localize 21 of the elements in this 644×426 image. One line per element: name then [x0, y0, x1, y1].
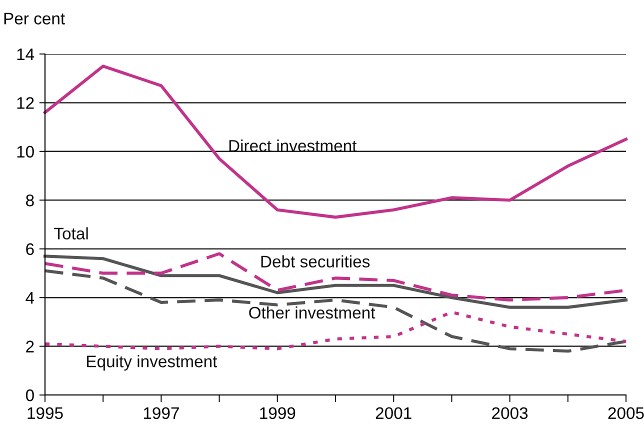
x-tick-label: 1997 — [144, 407, 179, 420]
x-tick-label: 2005 — [608, 407, 644, 420]
series-label: Total — [54, 227, 88, 240]
y-tick-label: 12 — [17, 97, 34, 109]
y-axis-title: Per cent — [4, 12, 65, 24]
line-series — [43, 64, 628, 219]
y-tick-label: 4 — [26, 292, 34, 304]
series-label: Equity investment — [87, 355, 218, 371]
y-tick-label: 14 — [17, 48, 34, 60]
x-tick-label: 1995 — [28, 407, 63, 420]
y-tick-label: 2 — [26, 340, 34, 352]
y-tick-label: 6 — [26, 243, 34, 256]
series-label: Other investment — [249, 306, 376, 319]
x-tick-label: 1999 — [260, 407, 296, 420]
y-tick-label: 0 — [26, 389, 34, 402]
x-tick-label: 2001 — [376, 407, 412, 420]
series-label: Direct investment — [229, 140, 357, 152]
x-tick-label: 2003 — [492, 407, 528, 420]
y-tick-label: 8 — [26, 194, 34, 206]
y-tick-label: 10 — [17, 146, 34, 158]
series-label: Debt securities — [261, 255, 370, 268]
